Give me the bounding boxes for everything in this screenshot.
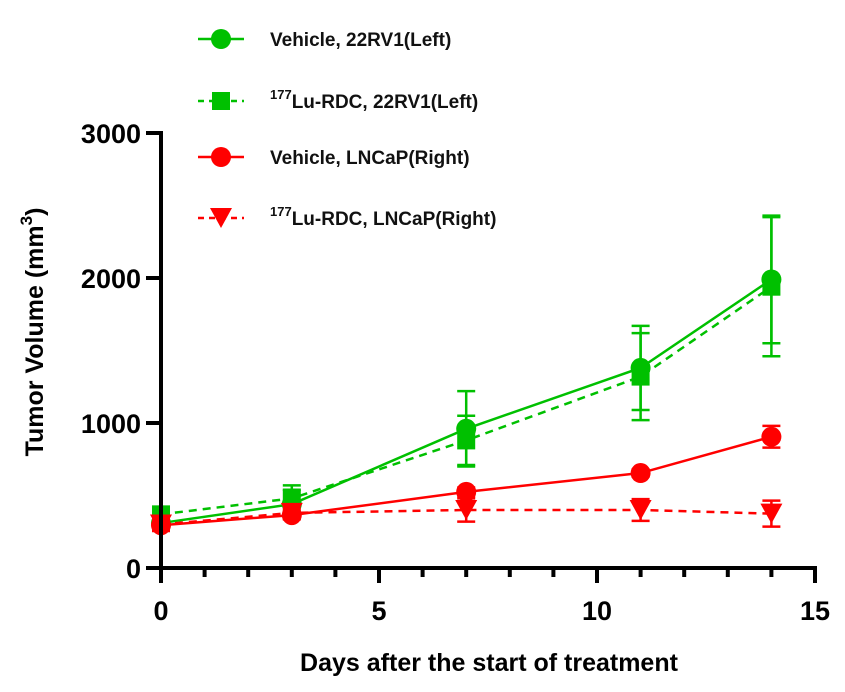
data-point — [629, 500, 652, 520]
data-point — [760, 503, 783, 524]
legend-label: Vehicle, LNCaP(Right) — [270, 148, 470, 169]
y-tick-label: 0 — [126, 554, 141, 584]
legend-marker — [210, 208, 232, 228]
x-tick-label: 5 — [371, 596, 386, 626]
series-layer — [150, 214, 783, 536]
data-point — [761, 426, 782, 447]
legend-item: Vehicle, 22RV1(Left) — [198, 29, 451, 51]
legend-marker — [211, 147, 231, 167]
legend-marker — [211, 29, 231, 49]
x-tick-label: 15 — [800, 596, 830, 626]
x-tick-label: 10 — [582, 596, 612, 626]
ticks: 0 1000 2000 3000 0 5 10 15 — [81, 119, 830, 626]
data-point — [630, 463, 651, 484]
legend-label: 177Lu-RDC, 22RV1(Left) — [270, 87, 478, 113]
x-tick-label: 0 — [153, 596, 168, 626]
legend-label-main: Lu-RDC, LNCaP(Right) — [292, 209, 497, 230]
legend-marker — [212, 92, 230, 110]
axes — [146, 131, 817, 583]
data-point — [631, 367, 650, 386]
series-1 — [152, 215, 781, 524]
legend: Vehicle, 22RV1(Left)177Lu-RDC, 22RV1(Lef… — [198, 29, 496, 230]
data-point — [280, 502, 303, 523]
legend-item: 177Lu-RDC, 22RV1(Left) — [198, 87, 478, 113]
y-axis-title-end: ) — [21, 208, 49, 216]
y-axis-title-main: Tumor Volume (mm — [21, 225, 49, 456]
y-tick-label: 3000 — [81, 119, 141, 149]
legend-label: Vehicle, 22RV1(Left) — [270, 30, 451, 51]
y-tick-label: 2000 — [81, 264, 141, 294]
legend-item: 177Lu-RDC, LNCaP(Right) — [198, 204, 496, 230]
series-line — [160, 508, 772, 526]
data-point — [456, 481, 477, 502]
series-3 — [150, 497, 783, 535]
data-point — [762, 277, 781, 296]
data-point — [455, 500, 478, 520]
legend-label: 177Lu-RDC, LNCaP(Right) — [270, 204, 496, 230]
y-axis-title-sup: 3 — [17, 216, 36, 225]
legend-label-sup: 177 — [270, 204, 292, 219]
data-point — [457, 431, 476, 450]
legend-label-main: Lu-RDC, 22RV1(Left) — [292, 92, 479, 113]
y-axis-title: Tumor Volume (mm3) — [17, 208, 49, 457]
legend-label-sup: 177 — [270, 87, 292, 102]
x-axis-title: Days after the start of treatment — [300, 649, 679, 677]
legend-item: Vehicle, LNCaP(Right) — [198, 147, 470, 169]
y-tick-label: 1000 — [81, 409, 141, 439]
